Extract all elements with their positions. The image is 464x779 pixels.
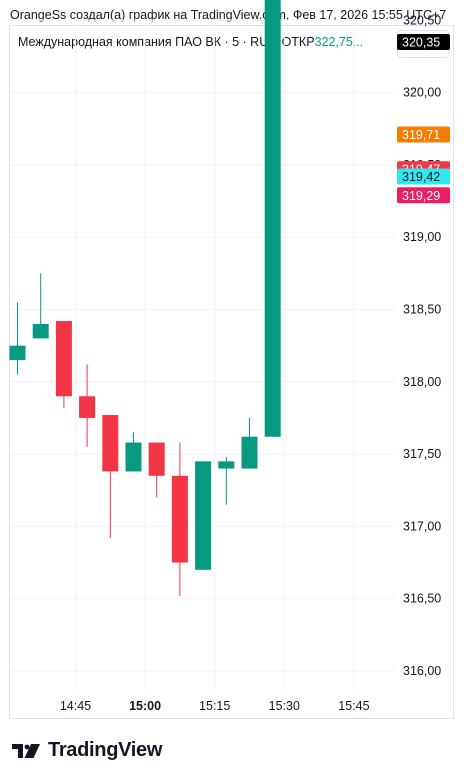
y-tick-label: 320,00: [403, 86, 441, 100]
candle-body: [9, 345, 26, 361]
candle-body: [55, 321, 72, 397]
tradingview-wordmark: TradingView: [48, 739, 163, 761]
y-tick-label: 318,50: [403, 303, 441, 317]
price-label-text: 319,71: [402, 128, 440, 142]
tradingview-logo[interactable]: TradingView: [12, 739, 162, 762]
x-tick-label: 15:30: [269, 699, 300, 713]
open-label: ОТКР: [281, 35, 315, 49]
x-tick-label: 15:15: [199, 699, 230, 713]
price-label-text: 319,29: [402, 189, 440, 203]
x-tick-label: 15:45: [338, 699, 369, 713]
candle-body: [241, 436, 258, 469]
candle-body: [148, 442, 165, 476]
open-value: 322,75...: [314, 35, 364, 49]
candle-body: [102, 415, 119, 472]
candle-body: [195, 461, 212, 570]
price-label-tag: [397, 126, 450, 143]
y-tick-label: 319,00: [403, 230, 441, 244]
price-label-text: 319,42: [402, 170, 440, 184]
chart-frame: [9, 25, 454, 719]
y-tick-label: 316,50: [403, 592, 441, 606]
price-label-tag: [397, 168, 450, 185]
y-tick-label: 318,00: [403, 375, 441, 389]
y-tick-label: 317,50: [403, 447, 441, 461]
y-tick-label: 317,00: [403, 519, 441, 533]
tradingview-logo-icon: [12, 743, 40, 758]
candle-body: [32, 323, 49, 339]
candle-body: [171, 475, 188, 563]
y-tick-label: 316,00: [403, 664, 441, 678]
y-tick-label: 320,50: [403, 13, 441, 27]
candle-body: [264, 0, 281, 437]
chart-attribution: OrangeSs создал(а) график на TradingView…: [10, 8, 447, 22]
price-label-text: 320,35: [402, 35, 440, 49]
candle-body: [79, 396, 96, 418]
price-label-tag: [397, 187, 450, 204]
candle-body: [218, 461, 235, 469]
symbol-legend: Международная компания ПАО ВК · 5 · RUS О…: [18, 35, 363, 49]
price-label-tag: [397, 33, 450, 50]
x-tick-label: 14:45: [60, 699, 91, 713]
symbol-name[interactable]: Международная компания ПАО ВК · 5 · RUS: [18, 35, 277, 49]
x-tick-label: 15:00: [129, 699, 161, 713]
candle-body: [125, 442, 142, 472]
